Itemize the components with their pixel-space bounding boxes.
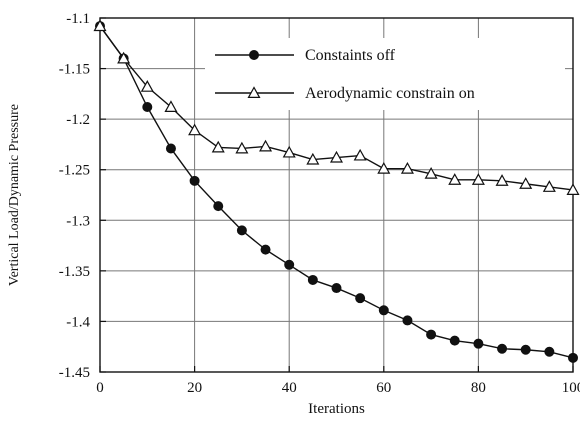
y-tick-label: -1.4 (66, 314, 90, 330)
data-point (497, 343, 508, 354)
data-point (236, 225, 247, 236)
data-point (424, 167, 438, 179)
data-point (235, 141, 249, 154)
legend-box (205, 38, 565, 110)
legend-marker (247, 86, 261, 99)
x-axis-label: Iterations (308, 401, 365, 417)
data-point (448, 173, 462, 185)
y-axis-label: Vertical Load/Dynamic Pressure (7, 104, 22, 286)
x-tick-label: 20 (187, 380, 202, 396)
data-point (471, 173, 485, 185)
series-layer (93, 19, 580, 363)
data-point (566, 183, 580, 195)
data-point (117, 51, 131, 64)
data-point (165, 143, 176, 154)
x-tick-label: 80 (471, 380, 486, 396)
data-point (260, 244, 271, 255)
y-axis: -1.1 -1.15 -1.2 -1.25 -1.3 -1.35 -1.4 -1.45 (59, 11, 106, 381)
data-point (568, 352, 578, 363)
legend-label: Aerodynamic constrain on (305, 85, 475, 102)
x-tick-label: 60 (376, 380, 391, 396)
data-point (93, 19, 107, 32)
data-point (284, 259, 295, 270)
data-point (544, 346, 555, 357)
data-point (329, 150, 344, 163)
data-point (282, 145, 296, 158)
series-1 (95, 21, 578, 363)
data-point (495, 174, 509, 186)
data-point (140, 80, 154, 92)
data-point (189, 175, 200, 186)
data-point (353, 148, 367, 161)
data-point (355, 293, 366, 304)
x-tick-label: 40 (282, 380, 297, 396)
y-tick-label: -1.15 (59, 62, 90, 78)
y-tick-label: -1.1 (66, 11, 90, 27)
legend-item: Constaints off (215, 47, 396, 64)
plot-frame (99, 17, 574, 373)
series-2 (93, 19, 580, 195)
data-point (449, 335, 460, 346)
data-point (306, 152, 320, 165)
data-point (213, 201, 224, 212)
y-tick-label: -1.2 (66, 112, 90, 128)
x-axis: 0 20 40 60 80 100 (96, 366, 580, 396)
data-point (331, 283, 342, 294)
data-point (426, 329, 437, 340)
data-point (473, 338, 484, 349)
legend-item: Aerodynamic constrain on (215, 85, 475, 102)
data-point (188, 123, 202, 136)
data-point (542, 180, 556, 192)
data-point (402, 315, 413, 326)
data-point (307, 274, 318, 285)
data-point (142, 102, 153, 113)
data-point (259, 139, 273, 152)
data-point (164, 100, 178, 113)
data-point (378, 305, 389, 316)
data-point (400, 161, 414, 174)
y-tick-label: -1.25 (59, 163, 90, 179)
y-tick-label: -1.3 (66, 213, 90, 229)
x-tick-label: 0 (96, 380, 104, 396)
legend-label: Constaints off (305, 47, 396, 64)
data-point (519, 177, 533, 189)
data-point (377, 161, 391, 174)
y-tick-label: -1.35 (59, 264, 90, 280)
legend: Constaints off Aerodynamic constrain on (205, 38, 565, 110)
data-point (520, 344, 531, 355)
x-tick-label: 100 (562, 380, 580, 396)
data-point (211, 140, 225, 153)
legend-marker (249, 50, 259, 60)
y-tick-label: -1.45 (59, 365, 90, 381)
